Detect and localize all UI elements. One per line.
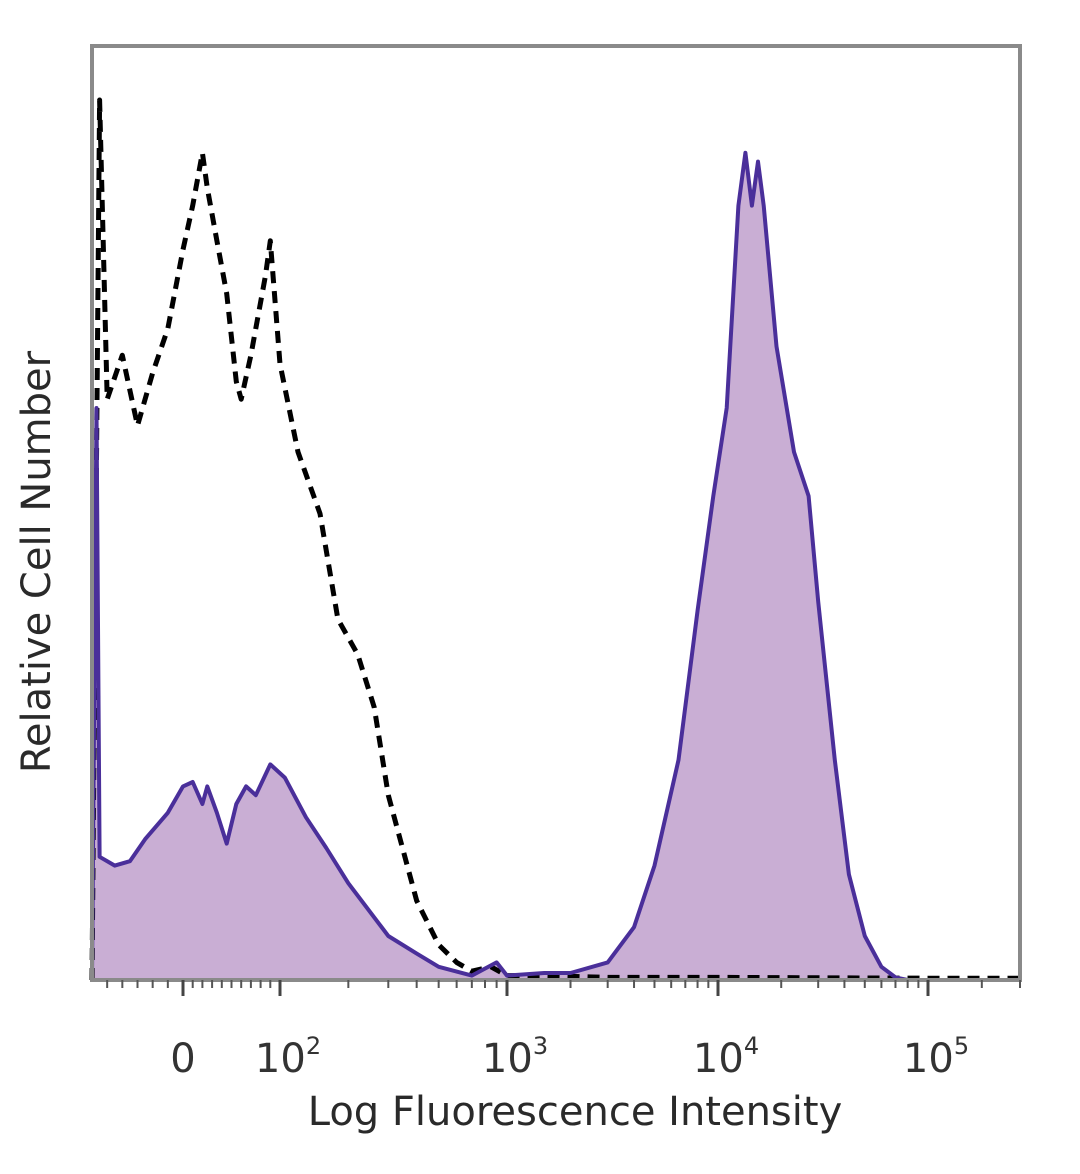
series-1-fill: [92, 152, 1020, 981]
plot-area: [89, 97, 1020, 982]
x-tick-label: 0: [170, 1036, 195, 1082]
x-tick-label: 102: [255, 1032, 321, 1082]
series-1-line: [90, 150, 1020, 982]
x-tick-label: 103: [482, 1032, 548, 1082]
plot-frame: [90, 44, 1022, 982]
y-axis-title: Relative Cell Number: [14, 350, 60, 773]
x-axis-title: Log Fluorescence Intensity: [308, 1089, 843, 1135]
series-0-line: [89, 97, 1020, 981]
x-tick-label: 104: [693, 1032, 759, 1082]
x-tick-label: 105: [903, 1032, 969, 1082]
x-axis-ticks: 0 102 103 104 105: [106, 980, 1021, 1082]
